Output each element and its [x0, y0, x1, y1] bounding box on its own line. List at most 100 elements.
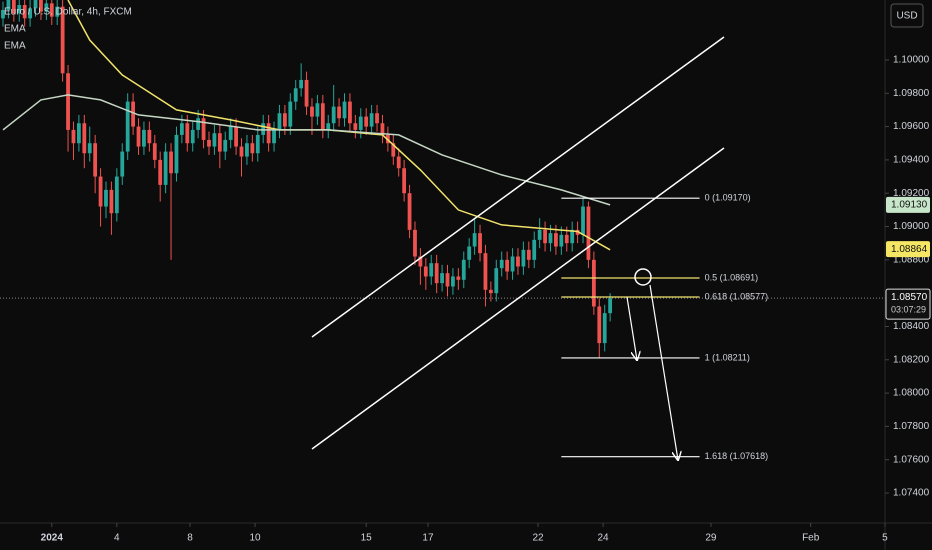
y-tick-label: 1.07400: [893, 488, 930, 499]
price-tag: [886, 196, 930, 213]
candle-body: [93, 143, 98, 177]
arrow: [626, 296, 637, 360]
fib-label: 0.618 (1.08577): [705, 291, 769, 301]
candle-body: [391, 143, 396, 157]
channel-lower: [311, 147, 725, 450]
candle-body: [402, 168, 407, 194]
candle-body: [570, 229, 575, 244]
candle-body: [136, 126, 141, 147]
candle-body: [255, 134, 260, 154]
candle-body: [586, 206, 591, 260]
candle-body: [33, 0, 38, 9]
candle-body: [488, 289, 493, 294]
countdown-label: 03:07:29: [891, 305, 926, 315]
candle-body: [358, 116, 363, 130]
candle-body: [39, 0, 43, 12]
candle-body: [559, 234, 564, 247]
x-tick-label: 4: [114, 533, 120, 544]
candle-body: [413, 229, 417, 257]
candle-body: [331, 106, 336, 124]
candle-body: [396, 156, 401, 169]
candle-body: [207, 139, 211, 147]
ema-line: [2, 94, 611, 206]
indicator-label: EMA: [4, 24, 26, 35]
candle-body: [418, 256, 423, 267]
candle-body: [120, 151, 125, 177]
x-tick-label: 24: [598, 533, 610, 544]
candle-body: [364, 116, 369, 127]
x-tick-label: 15: [361, 533, 373, 544]
candle-body: [163, 151, 168, 185]
candle-body: [114, 176, 119, 214]
candle-body: [380, 123, 385, 135]
candle-body: [223, 139, 228, 152]
candle-body: [55, 6, 60, 17]
last-price-tag: [885, 288, 931, 320]
candle-body: [407, 193, 412, 230]
x-tick-label: 8: [187, 533, 193, 544]
x-tick-label: 10: [250, 533, 262, 544]
candle-body: [104, 189, 108, 207]
y-tick-label: 1.08200: [893, 354, 930, 365]
currency-button[interactable]: [890, 3, 924, 28]
candle-body: [28, 8, 33, 19]
candle-body: [581, 206, 585, 235]
candle-body: [44, 3, 49, 12]
candle-body: [461, 259, 466, 280]
x-tick-label: 17: [422, 533, 434, 544]
candle-body: [434, 263, 439, 284]
symbol-title: Euro / U.S. Dollar, 4h, FXCM: [4, 7, 132, 18]
candle-body: [49, 3, 54, 17]
fib-label: 0.5 (1.08691): [705, 272, 759, 282]
candle-body: [375, 113, 379, 124]
candle-body: [1, 9, 5, 19]
candle-body: [234, 126, 238, 147]
candle-body: [217, 133, 222, 152]
candle-body: [245, 143, 249, 157]
y-tick-label: 1.08800: [893, 254, 930, 265]
price-tag-label: 1.08864: [891, 244, 928, 255]
candle-body: [429, 263, 434, 277]
candle-body: [445, 273, 450, 287]
candle-body: [250, 143, 255, 154]
candle-body: [272, 129, 276, 144]
y-tick-label: 1.09200: [893, 188, 930, 199]
plot-area: [0, 0, 885, 458]
candle-body: [526, 249, 531, 260]
candle-body: [293, 88, 298, 102]
candle-body: [185, 123, 190, 144]
x-tick-label: 22: [532, 533, 544, 544]
candle-body: [348, 101, 352, 124]
y-tick-label: 1.08400: [893, 321, 930, 332]
candle-body: [467, 246, 472, 260]
indicator-label: EMA: [4, 41, 26, 52]
candle-body: [591, 259, 596, 307]
y-tick-label: 1.08000: [893, 388, 930, 399]
candle-body: [326, 123, 331, 130]
candle-body: [82, 123, 87, 154]
y-tick-label: 1.07800: [893, 421, 930, 432]
candle-body: [353, 123, 358, 130]
x-tick-label: 2024: [41, 533, 64, 544]
x-tick-label: Feb: [802, 533, 820, 544]
candle-body: [337, 106, 341, 119]
candle-body: [282, 113, 287, 127]
candle-body: [87, 143, 92, 154]
candle-body: [369, 113, 374, 127]
currency-label[interactable]: USD: [896, 11, 917, 22]
candle-body: [201, 118, 206, 140]
candle-body: [516, 256, 520, 267]
price-tag: [886, 241, 930, 258]
candle-body: [483, 253, 488, 290]
candle-body: [472, 233, 477, 247]
fib-label: 1.618 (1.07618): [705, 451, 769, 461]
candle-body: [342, 101, 347, 119]
candle-body: [505, 259, 510, 272]
candle-body: [125, 101, 130, 152]
candle-body: [60, 6, 65, 74]
candle-body: [169, 151, 173, 174]
candle-body: [564, 234, 569, 244]
candle-body: [532, 239, 537, 260]
